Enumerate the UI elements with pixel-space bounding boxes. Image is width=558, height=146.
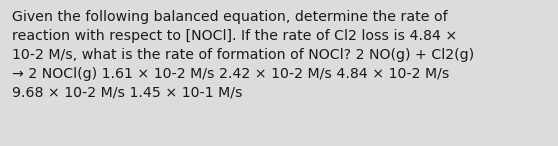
Text: Given the following balanced equation, determine the rate of: Given the following balanced equation, d…	[12, 10, 448, 24]
Text: reaction with respect to [NOCl]. If the rate of Cl2 loss is 4.84 ×: reaction with respect to [NOCl]. If the …	[12, 29, 457, 43]
Text: 10-2 M/s, what is the rate of formation of NOCl? 2 NO(g) + Cl2(g): 10-2 M/s, what is the rate of formation …	[12, 48, 474, 62]
Text: 9.68 × 10-2 M/s 1.45 × 10-1 M/s: 9.68 × 10-2 M/s 1.45 × 10-1 M/s	[12, 86, 243, 100]
Text: → 2 NOCl(g) 1.61 × 10-2 M/s 2.42 × 10-2 M/s 4.84 × 10-2 M/s: → 2 NOCl(g) 1.61 × 10-2 M/s 2.42 × 10-2 …	[12, 67, 449, 81]
